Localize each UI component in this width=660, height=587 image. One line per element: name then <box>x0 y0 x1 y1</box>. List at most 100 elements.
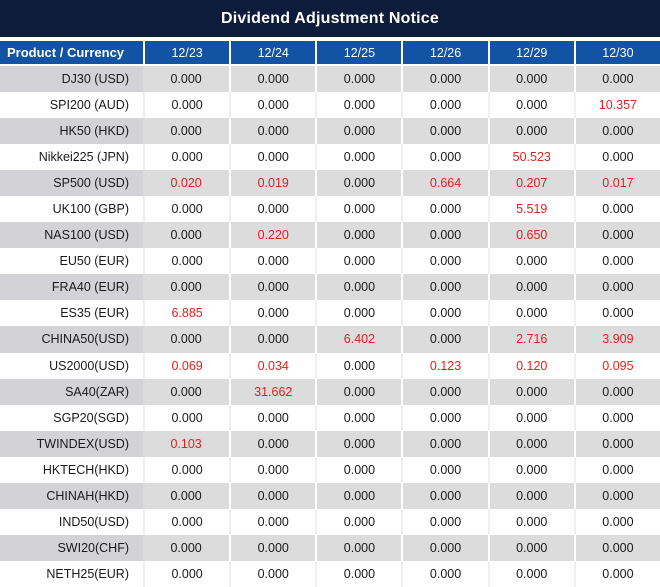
value-cell: 0.000 <box>229 560 316 587</box>
value-cell: 0.000 <box>401 482 488 509</box>
value-cell: 3.909 <box>573 326 660 353</box>
value-cell: 0.000 <box>315 118 402 145</box>
value-cell: 0.000 <box>573 66 660 93</box>
value-cell: 0.650 <box>487 222 574 249</box>
value-cell: 0.000 <box>401 300 488 327</box>
product-cell: SWI20(CHF) <box>0 534 143 561</box>
value-cell: 0.000 <box>487 404 574 431</box>
value-cell: 0.000 <box>487 118 574 145</box>
product-cell: NETH25(EUR) <box>0 560 143 587</box>
value-cell: 0.000 <box>229 196 316 223</box>
value-cell: 0.000 <box>229 430 316 457</box>
value-cell: 0.000 <box>401 378 488 405</box>
value-cell: 0.207 <box>487 170 574 197</box>
value-cell: 0.000 <box>143 248 230 275</box>
value-cell: 0.000 <box>229 404 316 431</box>
value-cell: 0.000 <box>315 170 402 197</box>
value-cell: 0.000 <box>573 430 660 457</box>
value-cell: 0.000 <box>229 534 316 561</box>
value-cell: 50.523 <box>487 144 574 171</box>
date-column-header: 12/23 <box>143 41 230 66</box>
value-cell: 0.000 <box>573 274 660 301</box>
value-cell: 0.000 <box>401 118 488 145</box>
product-cell: NAS100 (USD) <box>0 222 143 249</box>
title-divider <box>0 37 660 41</box>
value-cell: 0.069 <box>143 352 230 379</box>
value-cell: 0.000 <box>229 300 316 327</box>
value-cell: 0.000 <box>315 430 402 457</box>
value-cell: 0.000 <box>487 300 574 327</box>
dividend-table: Product / Currency 12/23 12/24 12/25 12/26 1… <box>0 41 660 587</box>
value-cell: 0.020 <box>143 170 230 197</box>
value-cell: 0.000 <box>229 482 316 509</box>
value-cell: 0.000 <box>487 430 574 457</box>
date-column-header: 12/25 <box>315 41 402 66</box>
value-cell: 0.000 <box>487 92 574 119</box>
date-column-header: 12/29 <box>487 41 574 66</box>
value-cell: 0.000 <box>315 482 402 509</box>
value-cell: 0.000 <box>143 274 230 301</box>
value-cell: 0.000 <box>573 534 660 561</box>
value-cell: 0.017 <box>573 170 660 197</box>
value-cell: 2.716 <box>487 326 574 353</box>
value-cell: 0.000 <box>401 248 488 275</box>
value-cell: 0.000 <box>315 534 402 561</box>
product-cell: TWINDEX(USD) <box>0 430 143 457</box>
value-cell: 0.000 <box>229 508 316 535</box>
product-cell: SP500 (USD) <box>0 170 143 197</box>
value-cell: 0.000 <box>229 248 316 275</box>
value-cell: 0.000 <box>315 456 402 483</box>
value-cell: 0.000 <box>487 508 574 535</box>
value-cell: 0.000 <box>143 144 230 171</box>
value-cell: 0.220 <box>229 222 316 249</box>
value-cell: 0.000 <box>315 66 402 93</box>
product-cell: SGP20(SGD) <box>0 404 143 431</box>
value-cell: 0.000 <box>573 196 660 223</box>
value-cell: 0.000 <box>315 508 402 535</box>
value-cell: 0.000 <box>315 222 402 249</box>
value-cell: 6.885 <box>143 300 230 327</box>
product-cell: Nikkei225 (JPN) <box>0 144 143 171</box>
value-cell: 0.000 <box>487 560 574 587</box>
value-cell: 0.000 <box>401 222 488 249</box>
value-cell: 0.000 <box>401 560 488 587</box>
value-cell: 0.000 <box>573 248 660 275</box>
value-cell: 0.000 <box>487 456 574 483</box>
value-cell: 0.000 <box>487 66 574 93</box>
product-cell: SPI200 (AUD) <box>0 92 143 119</box>
value-cell: 0.000 <box>229 456 316 483</box>
value-cell: 0.000 <box>143 92 230 119</box>
value-cell: 0.123 <box>401 352 488 379</box>
product-cell: EU50 (EUR) <box>0 248 143 275</box>
value-cell: 0.000 <box>401 92 488 119</box>
value-cell: 0.000 <box>229 326 316 353</box>
product-cell: HK50 (HKD) <box>0 118 143 145</box>
value-cell: 0.000 <box>573 560 660 587</box>
value-cell: 0.000 <box>487 248 574 275</box>
value-cell: 0.000 <box>573 144 660 171</box>
value-cell: 6.402 <box>315 326 402 353</box>
value-cell: 0.000 <box>401 508 488 535</box>
value-cell: 0.000 <box>143 404 230 431</box>
value-cell: 0.000 <box>315 352 402 379</box>
value-cell: 0.000 <box>315 144 402 171</box>
value-cell: 0.000 <box>229 274 316 301</box>
value-cell: 0.000 <box>487 274 574 301</box>
value-cell: 0.000 <box>487 534 574 561</box>
value-cell: 0.000 <box>573 508 660 535</box>
product-cell: CHINAH(HKD) <box>0 482 143 509</box>
value-cell: 0.000 <box>401 144 488 171</box>
value-cell: 0.000 <box>143 326 230 353</box>
value-cell: 0.000 <box>487 378 574 405</box>
product-cell: ES35 (EUR) <box>0 300 143 327</box>
value-cell: 0.000 <box>315 300 402 327</box>
value-cell: 0.000 <box>229 144 316 171</box>
value-cell: 0.000 <box>315 560 402 587</box>
product-currency-header: Product / Currency <box>0 41 143 66</box>
value-cell: 0.000 <box>143 118 230 145</box>
value-cell: 5.519 <box>487 196 574 223</box>
value-cell: 0.000 <box>401 534 488 561</box>
value-cell: 31.662 <box>229 378 316 405</box>
value-cell: 0.000 <box>143 378 230 405</box>
product-cell: IND50(USD) <box>0 508 143 535</box>
